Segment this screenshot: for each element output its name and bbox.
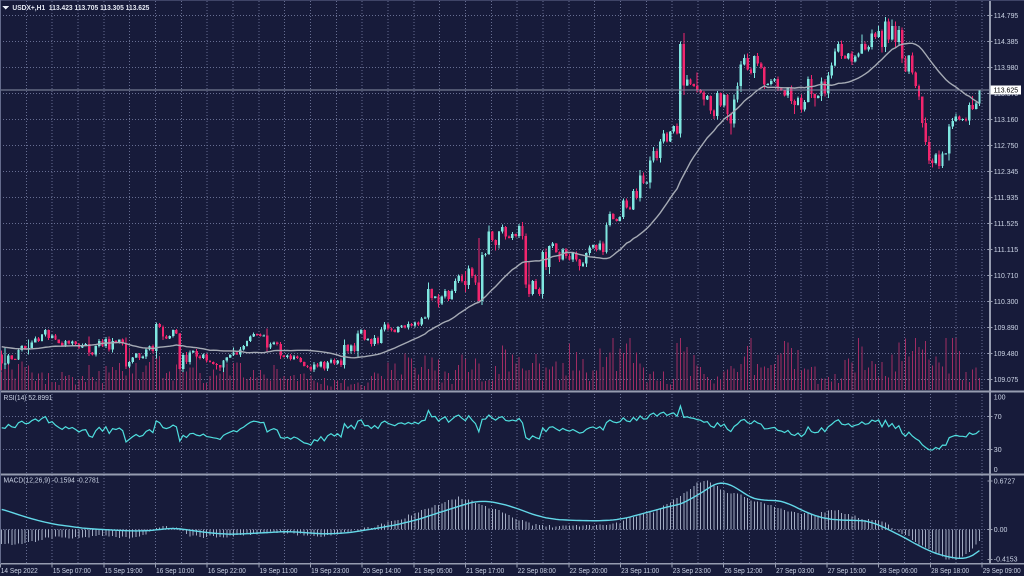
svg-text:RSI(14) 52.8991: RSI(14) 52.8991: [4, 395, 53, 402]
svg-text:112.750: 112.750: [994, 143, 1019, 150]
svg-text:27 Sep 15:00: 27 Sep 15:00: [828, 568, 866, 575]
svg-text:113.625: 113.625: [994, 88, 1019, 95]
svg-text:27 Sep 03:00: 27 Sep 03:00: [776, 568, 814, 575]
svg-text:-0.4153: -0.4153: [994, 556, 1018, 563]
svg-text:21 Sep 05:00: 21 Sep 05:00: [414, 568, 452, 575]
svg-text:0.6727: 0.6727: [994, 478, 1016, 485]
svg-text:16 Sep 10:00: 16 Sep 10:00: [156, 568, 194, 575]
svg-text:111.935: 111.935: [994, 195, 1019, 202]
svg-text:28 Sep 06:00: 28 Sep 06:00: [879, 568, 917, 575]
svg-text:16 Sep 22:00: 16 Sep 22:00: [208, 568, 246, 575]
svg-text:22 Sep 20:00: 22 Sep 20:00: [569, 568, 607, 575]
svg-text:112.345: 112.345: [994, 169, 1019, 176]
svg-text:111.525: 111.525: [994, 221, 1019, 228]
svg-text:15 Sep 19:00: 15 Sep 19:00: [105, 568, 143, 575]
svg-text:USDX+,H1 113.423 113.705 113.: USDX+,H1 113.423 113.705 113.305 113.625: [12, 5, 149, 12]
svg-text:20 Sep 14:00: 20 Sep 14:00: [363, 568, 401, 575]
svg-text:109.480: 109.480: [994, 351, 1019, 358]
svg-text:110.300: 110.300: [994, 299, 1019, 306]
svg-text:113.980: 113.980: [994, 65, 1019, 72]
svg-text:15 Sep 07:00: 15 Sep 07:00: [53, 568, 91, 575]
svg-text:23 Sep 23:00: 23 Sep 23:00: [673, 568, 711, 575]
svg-text:100: 100: [994, 394, 1006, 401]
svg-text:23 Sep 11:00: 23 Sep 11:00: [621, 568, 659, 575]
svg-text:MACD(12,26,9) -0.1594 -0.2781: MACD(12,26,9) -0.1594 -0.2781: [4, 478, 100, 485]
svg-text:26 Sep 12:00: 26 Sep 12:00: [724, 568, 762, 575]
svg-text:111.115: 111.115: [994, 247, 1019, 254]
svg-text:113.160: 113.160: [994, 117, 1019, 124]
svg-text:0: 0: [994, 467, 998, 474]
svg-text:14 Sep 2022: 14 Sep 2022: [1, 568, 38, 575]
svg-text:21 Sep 17:00: 21 Sep 17:00: [466, 568, 504, 575]
svg-text:113.570: 113.570: [994, 91, 1019, 98]
svg-text:19 Sep 11:00: 19 Sep 11:00: [260, 568, 298, 575]
svg-text:22 Sep 08:00: 22 Sep 08:00: [518, 568, 556, 575]
svg-text:29 Sep 09:00: 29 Sep 09:00: [983, 568, 1021, 575]
svg-text:110.710: 110.710: [994, 273, 1019, 280]
svg-text:114.385: 114.385: [994, 39, 1019, 46]
svg-text:109.890: 109.890: [994, 325, 1019, 332]
svg-text:109.075: 109.075: [994, 377, 1019, 384]
svg-text:0.00: 0.00: [994, 527, 1008, 534]
svg-text:28 Sep 18:00: 28 Sep 18:00: [931, 568, 969, 575]
svg-text:19 Sep 23:00: 19 Sep 23:00: [311, 568, 349, 575]
svg-text:114.795: 114.795: [994, 13, 1019, 20]
svg-text:30: 30: [994, 447, 1002, 454]
svg-text:70: 70: [994, 414, 1002, 421]
